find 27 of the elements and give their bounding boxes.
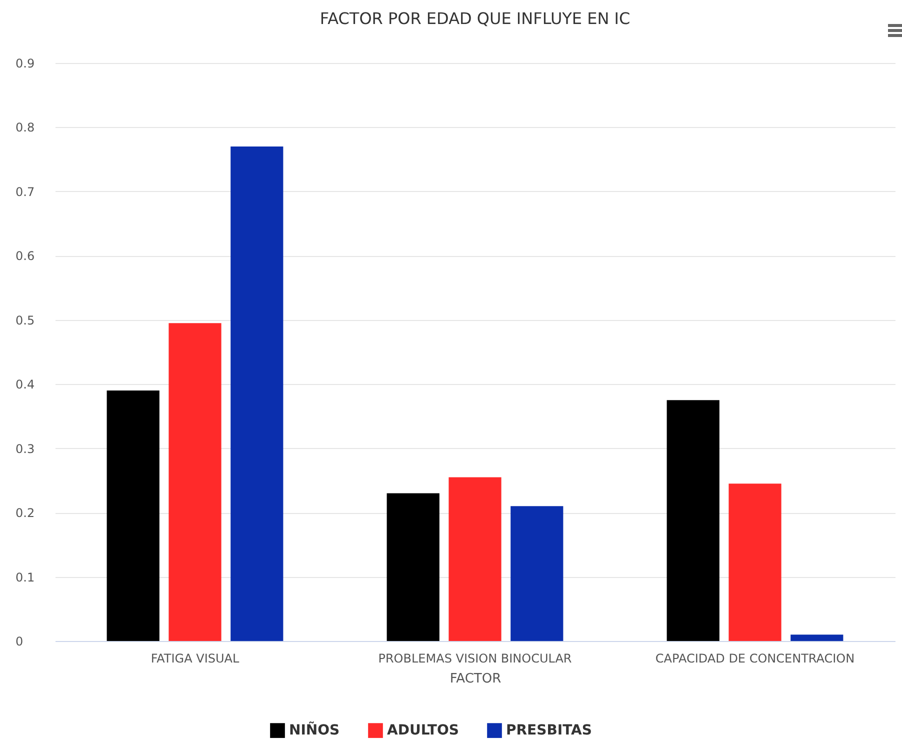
bar	[168, 323, 222, 641]
y-tick-label: 0.8	[16, 120, 35, 135]
bar	[386, 493, 440, 641]
chart-title: FACTOR POR EDAD QUE INFLUYE EN IC	[320, 9, 630, 28]
y-tick-label: 0	[16, 634, 24, 648]
legend-label: NIÑOS	[289, 722, 340, 739]
bar	[666, 400, 720, 641]
legend-label: PRESBITAS	[506, 722, 592, 739]
y-tick-label: 0.6	[16, 249, 35, 264]
bar	[106, 390, 160, 641]
x-tick-label: FATIGA VISUAL	[150, 652, 240, 666]
y-tick-label: 0.9	[16, 56, 35, 70]
bar	[448, 477, 502, 641]
bar	[510, 506, 564, 641]
legend-label: ADULTOS	[387, 722, 459, 739]
y-tick-label: 0.5	[16, 313, 35, 328]
x-axis-title: FACTOR	[450, 672, 502, 686]
y-tick-label: 0.3	[16, 442, 35, 456]
y-tick-label: 0.7	[16, 184, 35, 199]
bar	[230, 146, 284, 641]
bar	[728, 484, 782, 641]
y-tick-label: 0.1	[16, 570, 35, 584]
bar	[790, 634, 844, 641]
y-tick-label: 0.4	[16, 378, 35, 392]
x-tick-label: PROBLEMAS VISION BINOCULAR	[378, 652, 572, 666]
y-tick-label: 0.2	[16, 506, 35, 520]
x-tick-label: CAPACIDAD DE CONCENTRACION	[655, 652, 855, 666]
